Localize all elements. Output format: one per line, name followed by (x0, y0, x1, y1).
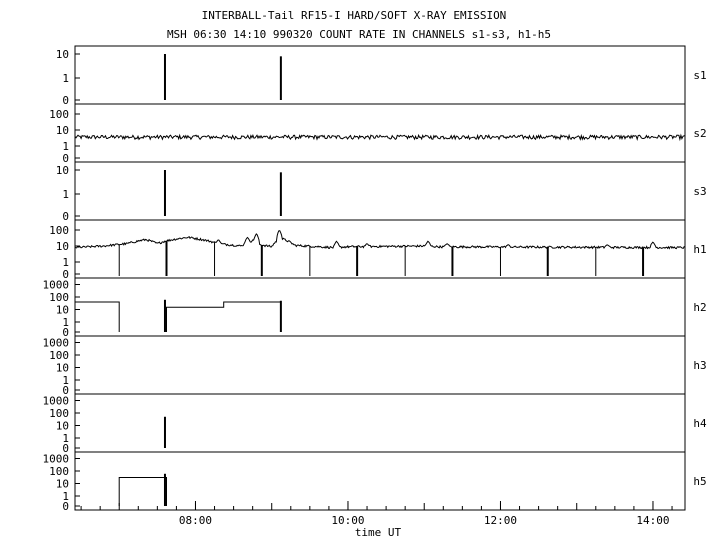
panel-label-s1: s1 (693, 69, 706, 82)
y-tick-label-h5-1: 100 (49, 465, 69, 478)
y-tick-label-s1-0: 10 (56, 48, 69, 61)
y-tick-label-h2-1: 100 (49, 291, 69, 304)
y-tick-label-h2-4: 0 (62, 326, 69, 339)
y-tick-label-h5-0: 1000 (43, 453, 70, 466)
y-tick-label-h4-2: 10 (56, 420, 69, 433)
y-tick-label-s2-3: 0 (62, 152, 69, 165)
x-tick-label-2: 12:00 (484, 514, 517, 527)
panels-group: 1010s11001010s21010s31001010h11000100101… (43, 45, 707, 513)
y-tick-label-h1-0: 100 (49, 224, 69, 237)
step-trace-h5-0 (118, 477, 167, 506)
series-line-h1 (74, 230, 686, 250)
step-trace-h2-0 (75, 301, 120, 332)
y-tick-label-h3-4: 0 (62, 384, 69, 397)
y-tick-label-s1-1: 1 (62, 72, 69, 85)
y-tick-label-h5-2: 10 (56, 478, 69, 491)
panel-label-h1: h1 (693, 243, 706, 256)
y-tick-label-h3-3: 1 (62, 374, 69, 387)
panel-label-s3: s3 (693, 185, 706, 198)
y-tick-label-s1-2: 0 (62, 94, 69, 107)
panel-label-h4: h4 (693, 417, 707, 430)
x-tick-label-3: 14:00 (636, 514, 669, 527)
y-tick-label-h3-1: 100 (49, 349, 69, 362)
y-tick-label-h4-3: 1 (62, 432, 69, 445)
y-tick-label-s2-0: 100 (49, 108, 69, 121)
panel-h1: 100 10 10 h1 (49, 219, 707, 281)
y-tick-label-h2-2: 10 (56, 304, 69, 317)
y-tick-label-h5-4: 0 (62, 500, 69, 513)
y-tick-label-h5-3: 1 (62, 490, 69, 503)
panel-frame-h5 (74, 451, 686, 511)
panel-frame-h3 (74, 335, 686, 395)
panel-label-h5: h5 (693, 475, 706, 488)
series-line-s2 (74, 133, 686, 142)
y-tick-label-h4-4: 0 (62, 442, 69, 455)
x-axis-label: time UT (355, 526, 402, 539)
x-tick-label-1: 10:00 (331, 514, 364, 527)
x-axis: 08:00 10:00 12:00 14:00 (80, 501, 673, 527)
y-tick-label-h4-1: 100 (49, 407, 69, 420)
panel-frame-s1 (74, 45, 686, 105)
y-tick-label-h3-2: 10 (56, 362, 69, 375)
y-tick-label-s2-1: 10 (56, 124, 69, 137)
panel-label-h3: h3 (693, 359, 706, 372)
x-tick-label-0: 08:00 (179, 514, 212, 527)
y-tick-label-h1-2: 1 (62, 256, 69, 269)
panel-frame-s2 (74, 103, 686, 163)
y-tick-label-h1-3: 0 (62, 268, 69, 281)
y-tick-label-h2-0: 1000 (43, 279, 70, 292)
y-tick-label-h4-0: 1000 (43, 395, 70, 408)
panel-label-h2: h2 (693, 301, 706, 314)
panel-frame-h4 (74, 393, 686, 453)
step-trace-h2-1 (166, 301, 282, 332)
y-tick-label-s3-2: 0 (62, 210, 69, 223)
panel-frame-s3 (74, 161, 686, 221)
chart-subtitle: MSH 06:30 14:10 990320 COUNT RATE IN CHA… (167, 28, 551, 41)
panel-s2: 100 10 10 s2 (49, 103, 707, 165)
y-tick-label-s3-0: 10 (56, 164, 69, 177)
y-tick-label-s2-2: 1 (62, 140, 69, 153)
chart-title: INTERBALL-Tail RF15-I HARD/SOFT X-RAY EM… (202, 9, 507, 22)
y-tick-label-h1-1: 10 (56, 240, 69, 253)
y-tick-label-h2-3: 1 (62, 316, 69, 329)
y-tick-label-h3-0: 1000 (43, 337, 70, 350)
panel-label-s2: s2 (693, 127, 706, 140)
y-tick-label-s3-1: 1 (62, 188, 69, 201)
